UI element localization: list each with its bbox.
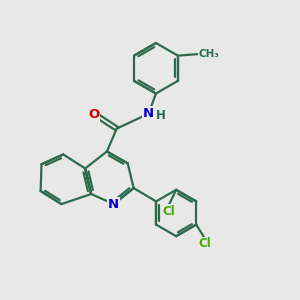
Text: CH₃: CH₃ xyxy=(199,49,220,59)
Text: O: O xyxy=(88,108,99,121)
Text: Cl: Cl xyxy=(162,205,175,218)
Text: N: N xyxy=(108,198,119,211)
Text: Cl: Cl xyxy=(198,237,211,250)
Text: H: H xyxy=(156,109,166,122)
Text: N: N xyxy=(143,107,154,120)
